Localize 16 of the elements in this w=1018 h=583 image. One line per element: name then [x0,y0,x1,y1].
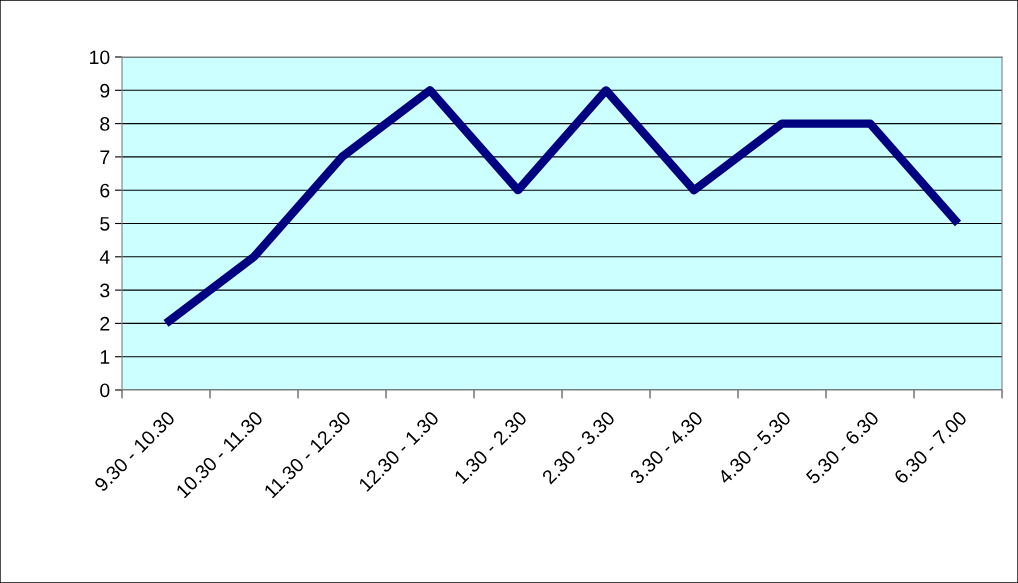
y-tick-label: 1 [100,350,110,364]
x-tick-label: 2.30 - 3.30 [541,410,616,485]
y-tick-label: 8 [100,117,110,131]
y-tick-label: 7 [100,150,110,164]
y-tick-label: 3 [100,283,110,298]
x-tick-label: 4.30 - 5.30 [716,410,792,485]
x-tick-label: 3.30 - 4.30 [629,410,704,485]
y-tick-label: 4 [99,250,110,264]
y-tick-label: 5 [100,217,110,231]
y-tick-label: 0 [100,383,110,398]
x-tick-label: 5.30 - 6.30 [805,410,880,485]
y-tick-label: 10 [90,50,110,65]
y-tick-label: 2 [100,316,110,331]
y-tick-label: 9 [100,83,110,98]
y-tick-label: 6 [100,183,110,198]
x-tick-label: 6.30 - 7.00 [893,410,968,485]
